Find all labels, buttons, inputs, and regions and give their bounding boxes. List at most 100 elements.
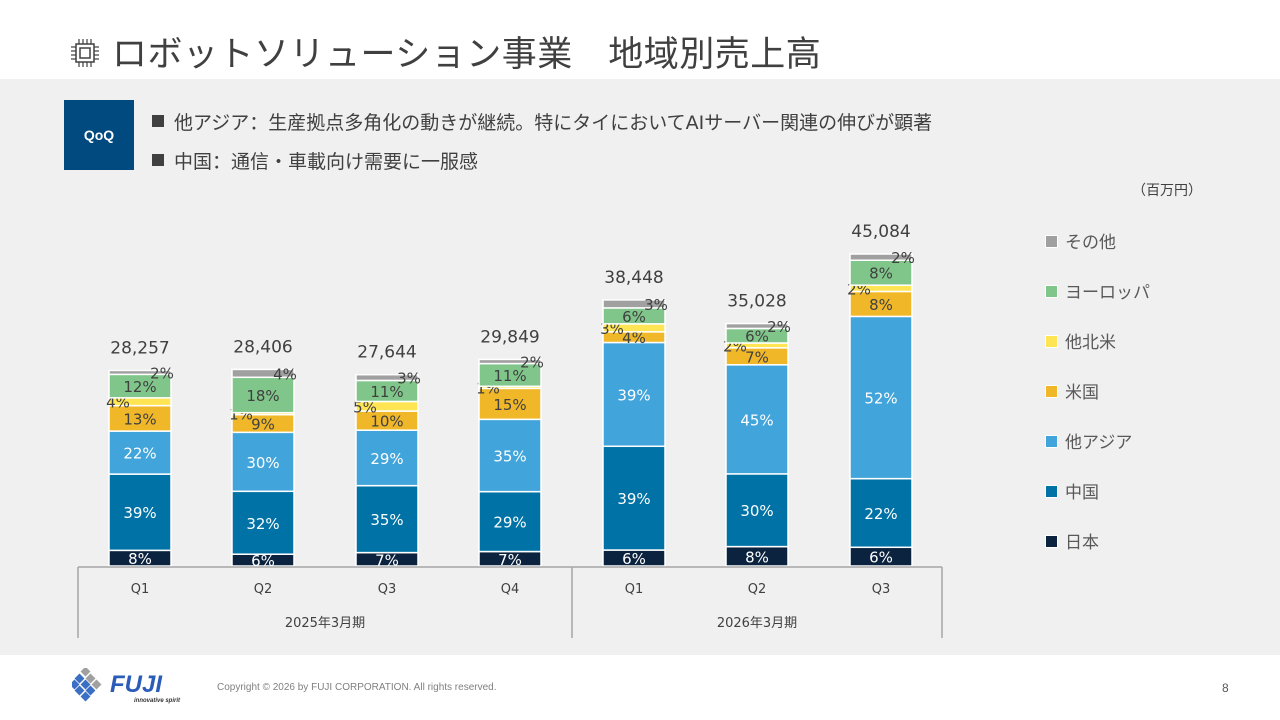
legend-item: 日本 [1045,528,1099,553]
bar-segment [602,445,666,551]
square-bullet-icon [152,115,164,127]
bar-segment [231,368,295,379]
bar-segment-label: 8% [745,548,769,566]
bar-segment-label: 10% [370,413,403,431]
bar-segment [849,477,913,549]
x-tick-label: Q2 [748,582,767,597]
legend-item: 中国 [1045,478,1099,503]
copyright-text: Copyright © 2026 by FUJI CORPORATION. Al… [217,682,497,693]
bar-segment-label: 6% [745,328,769,346]
bar-segment [231,490,295,555]
bar-total-label: 28,406 [233,337,292,357]
bar-segment [849,259,913,286]
bar-segment [725,473,789,548]
bar-segment-label: 30% [246,454,279,472]
legend-swatch [1045,435,1058,448]
bar-segment-label: 2% [767,318,791,336]
bar-stack: 8%30%45%7%2%6%2% [723,318,791,567]
bar-segment [849,315,913,480]
legend-swatch [1045,485,1058,498]
x-tick-label: Q1 [131,582,150,597]
bar-total-label: 45,084 [851,222,910,242]
legend-label: その他 [1065,233,1116,253]
bar-segment [725,322,789,330]
bar-segment-label: 5% [353,398,377,416]
bar-segment [355,429,419,487]
bullet-text: 他アジア：生産拠点多角化の動きが継続。特にタイにおいてAIサーバー関連の伸びが顕… [174,112,933,134]
bar-segment-label: 11% [370,383,403,401]
bar-segment-label: 6% [869,549,893,567]
x-tick-label: Q3 [872,582,891,597]
bar-stack: 6%39%39%4%3%6%3% [600,296,668,568]
bullet-text: 中国：通信・車載向け需要に一服感 [174,151,479,173]
bar-segment-label: 39% [617,386,650,404]
bar-segment-label: 6% [622,550,646,568]
commentary-bullet: 中国：通信・車載向け需要に一服感 [152,147,478,174]
bar-segment-label: 30% [740,502,773,520]
legend-item: 他北米 [1045,328,1116,353]
bar-total-label: 28,257 [110,338,169,358]
bar-segment-label: 8% [128,550,152,568]
bar-segment-label: 2% [150,364,174,382]
fuji-logo: FUJI innovative spirit [72,668,181,704]
bar-segment-label: 9% [251,415,275,433]
legend-swatch [1045,235,1058,248]
bar-segment-label: 3% [644,296,668,314]
bar-segment [108,369,172,376]
bar-segment [108,473,172,552]
bar-segment-label: 3% [397,370,421,388]
bar-segment-label: 29% [493,514,526,532]
bar-segment-label: 2% [520,353,544,371]
bar-total-label: 38,448 [604,268,663,288]
bar-segment [478,418,542,493]
bar-segment-label: 32% [246,515,279,533]
x-group-label: 2025年3月期 [285,616,365,631]
legend-swatch [1045,535,1058,548]
bar-segment [231,431,295,493]
bar-segment [478,490,542,553]
bar-stack: 8%39%22%13%4%12%2% [106,364,174,568]
bar-segment-label: 4% [622,329,646,347]
bar-segment-label: 7% [498,551,522,569]
bar-segment-label: 18% [246,387,279,405]
chip-icon [71,39,99,67]
x-tick-label: Q1 [625,582,644,597]
legend-swatch [1045,385,1058,398]
bar-segment-label: 6% [622,308,646,326]
unit-label: （百万円） [1132,183,1202,199]
slide-footer [0,655,1280,720]
square-bullet-icon [152,154,164,166]
bar-segment-label: 4% [273,365,297,383]
page-title: ロボットソリューション事業 地域別売上高 [112,35,822,75]
bar-segment-label: 35% [493,447,526,465]
bar-stack: 6%32%30%9%1%18%4% [229,365,297,570]
brand-name: FUJI [110,671,163,698]
bar-segment-label: 52% [864,390,897,408]
bar-segment-label: 15% [493,396,526,414]
bar-segment [355,373,419,382]
x-tick-label: Q3 [378,582,397,597]
legend-item: 米国 [1045,378,1099,403]
bar-segment [108,430,172,475]
bar-segment-label: 2% [891,249,915,267]
bar-segment-label: 29% [370,450,403,468]
legend-swatch [1045,285,1058,298]
bar-segment [725,364,789,475]
slide-header: ロボットソリューション事業 地域別売上高 [0,0,1280,78]
legend-label: ヨーロッパ [1065,283,1150,303]
bar-segment-label: 39% [123,504,156,522]
legend-label: 他北米 [1065,333,1116,353]
x-tick-label: Q2 [254,582,273,597]
bar-segment-label: 22% [123,445,156,463]
bar-stack: 6%22%52%8%2%8%2% [847,249,915,567]
legend-swatch [1045,335,1058,348]
bar-segment-label: 13% [123,410,156,428]
page-number: 8 [1222,681,1229,695]
bar-segment [849,253,913,261]
legend-label: 米国 [1065,383,1099,403]
x-tick-label: Q4 [501,582,520,597]
bar-stack: 7%29%35%15%1%11%2% [476,353,544,568]
bar-segment-label: 35% [370,511,403,529]
bar-segment-label: 11% [493,367,526,385]
